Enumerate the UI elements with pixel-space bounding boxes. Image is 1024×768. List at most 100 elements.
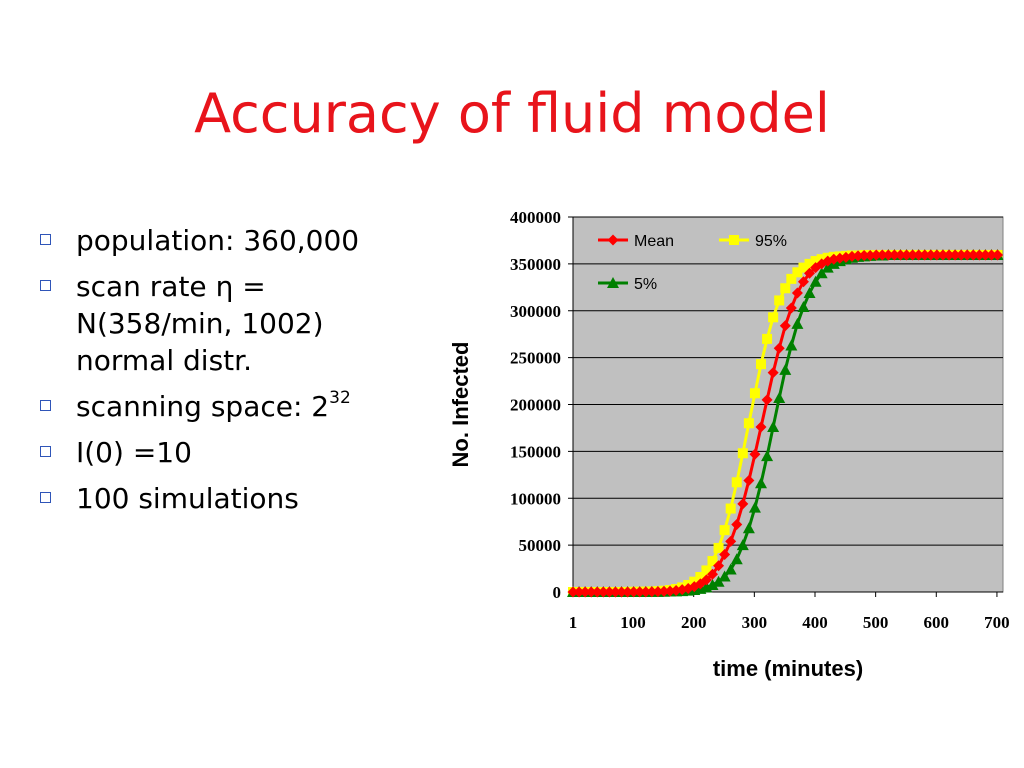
y-axis-title: No. Infected — [448, 342, 473, 468]
chart-svg: 0 50000 100000 150000 200000 250000 300000 3500… — [448, 208, 1010, 681]
diamond-marker — [767, 367, 779, 379]
diamond-marker — [937, 249, 949, 261]
square-marker — [798, 262, 809, 273]
x-tick-label: 100 — [620, 613, 646, 632]
axes: 0 50000 100000 150000 200000 250000 300000 3500… — [510, 208, 1010, 632]
triangle-marker — [755, 477, 768, 489]
square-marker — [713, 542, 724, 553]
bullet-text: scanning space: 2 — [76, 390, 330, 423]
diamond-marker — [597, 586, 609, 598]
series-layer — [567, 248, 1004, 598]
y-tick-label: 50000 — [519, 536, 562, 555]
diamond-marker — [973, 249, 985, 261]
square-marker — [774, 295, 785, 306]
bullet-text: I(0) =10 — [76, 436, 192, 469]
triangle-marker — [736, 539, 749, 551]
bullet-population: population: 360,000 — [38, 222, 428, 259]
x-tick-label: 200 — [681, 613, 707, 632]
diamond-marker — [737, 498, 749, 510]
diamond-marker — [591, 586, 603, 598]
diamond-marker — [579, 586, 591, 598]
bullet-initial-infected: I(0) =10 — [38, 434, 428, 471]
triangle-marker — [742, 522, 755, 534]
legend-label: 95% — [755, 233, 787, 250]
bullet-scan-rate: scan rate η = N(358/min, 1002) normal di… — [38, 268, 428, 379]
y-tick-label: 0 — [553, 583, 562, 602]
diamond-marker — [622, 586, 634, 598]
square-marker — [804, 258, 815, 269]
x-axis-title: time (minutes) — [713, 656, 863, 681]
triangle-marker — [821, 261, 834, 273]
diamond-marker — [797, 276, 809, 288]
diamond-marker — [646, 586, 658, 598]
legend-item-5pct: 5% — [598, 276, 657, 293]
diamond-marker — [949, 249, 961, 261]
diamond-marker — [652, 586, 664, 598]
diamond-marker — [773, 342, 785, 354]
x-tick-label: 600 — [924, 613, 950, 632]
square-bullet-icon — [40, 234, 51, 245]
x-tick-label: 400 — [802, 613, 828, 632]
triangle-marker — [706, 578, 719, 590]
square-marker — [725, 503, 736, 514]
triangle-marker — [803, 286, 816, 298]
diamond-marker — [731, 519, 743, 530]
diamond-marker — [607, 234, 619, 246]
square-marker — [707, 556, 718, 567]
bullet-list: population: 360,000 scan rate η = N(358/… — [38, 222, 428, 526]
diamond-marker — [658, 585, 670, 597]
legend: Mean 95% 5% — [598, 233, 787, 293]
triangle-marker — [797, 301, 810, 312]
square-marker — [719, 525, 730, 536]
x-tick-label: 700 — [984, 613, 1010, 632]
y-tick-label: 400000 — [510, 208, 561, 227]
x-tick-label: 1 — [569, 613, 578, 632]
legend-label: 5% — [634, 276, 657, 293]
triangle-marker — [607, 277, 619, 288]
square-marker — [701, 565, 712, 576]
diamond-marker — [919, 249, 931, 261]
bullet-scanning-space: scanning space: 232 — [38, 388, 428, 425]
diamond-marker — [616, 586, 628, 598]
square-marker — [762, 333, 773, 344]
diamond-marker — [743, 474, 755, 486]
diamond-marker — [870, 249, 882, 261]
triangle-marker — [815, 267, 828, 279]
triangle-marker — [718, 570, 731, 582]
diamond-marker — [749, 448, 761, 460]
y-tick-label: 200000 — [510, 396, 561, 415]
diamond-marker — [640, 586, 652, 598]
diamond-marker — [925, 249, 937, 261]
diamond-marker — [931, 249, 943, 261]
diamond-marker — [888, 249, 900, 261]
diamond-marker — [791, 287, 803, 299]
y-tick-label: 250000 — [510, 349, 561, 368]
y-tick-label: 100000 — [510, 489, 561, 508]
diamond-marker — [979, 249, 991, 261]
triangle-marker — [773, 391, 786, 403]
diamond-marker — [852, 250, 864, 262]
legend-item-mean: Mean — [598, 233, 674, 250]
triangle-marker — [761, 450, 774, 462]
triangle-marker — [767, 421, 780, 432]
diamond-marker — [719, 549, 731, 560]
square-marker — [731, 477, 742, 488]
y-tick-label: 300000 — [510, 302, 561, 321]
diamond-marker — [955, 249, 967, 261]
diamond-marker — [967, 249, 979, 261]
diamond-marker — [907, 249, 919, 261]
square-marker — [756, 359, 767, 370]
diamond-marker — [585, 586, 597, 598]
diamond-marker — [901, 249, 913, 261]
diamond-marker — [961, 249, 973, 261]
y-tick-label: 150000 — [510, 442, 561, 461]
slide-title: Accuracy of fluid model — [194, 82, 830, 145]
bullet-text: 100 simulations — [76, 482, 299, 515]
y-tick-label: 350000 — [510, 255, 561, 274]
diamond-marker — [785, 302, 797, 314]
series-mean — [567, 249, 1004, 598]
triangle-marker — [779, 363, 792, 375]
bullet-text: scan rate η = N(358/min, 1002) normal di… — [76, 270, 324, 377]
diamond-marker — [725, 535, 737, 547]
square-marker — [729, 235, 739, 245]
